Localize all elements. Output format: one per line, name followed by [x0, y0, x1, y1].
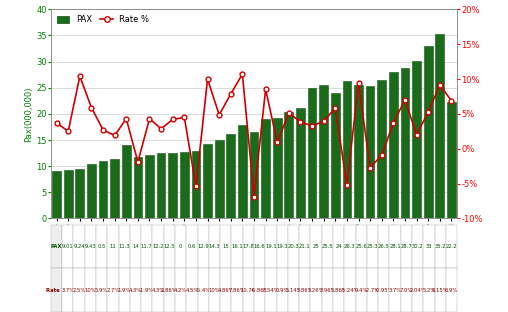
Bar [424, 46, 432, 218]
Bar [52, 171, 61, 218]
Bar [168, 153, 177, 218]
Bar [192, 151, 200, 218]
Bar [110, 159, 119, 218]
Bar [261, 119, 270, 218]
Bar [296, 108, 305, 218]
Y-axis label: Pax(000,000): Pax(000,000) [24, 86, 33, 142]
Bar [134, 157, 142, 218]
Bar [342, 81, 351, 218]
Bar [87, 163, 96, 218]
Bar [389, 71, 398, 218]
Bar [284, 112, 293, 218]
Bar [76, 169, 84, 218]
Bar [215, 140, 224, 218]
Bar [99, 161, 107, 218]
Bar [203, 144, 212, 218]
Bar [354, 85, 363, 218]
Bar [412, 61, 421, 218]
Bar [227, 134, 235, 218]
Bar [435, 34, 444, 218]
Bar [238, 125, 247, 218]
Bar [366, 86, 374, 218]
Bar [249, 132, 259, 218]
Bar [64, 170, 73, 218]
Bar [401, 68, 409, 218]
Bar [145, 155, 154, 218]
Bar [273, 118, 281, 218]
Bar [180, 152, 188, 218]
Bar [331, 93, 340, 218]
Bar [308, 88, 316, 218]
Bar [447, 102, 456, 218]
Bar [157, 153, 166, 218]
Bar [377, 80, 386, 218]
Legend: PAX, Rate %: PAX, Rate % [55, 13, 151, 26]
Bar [320, 85, 328, 218]
Bar [122, 145, 131, 218]
